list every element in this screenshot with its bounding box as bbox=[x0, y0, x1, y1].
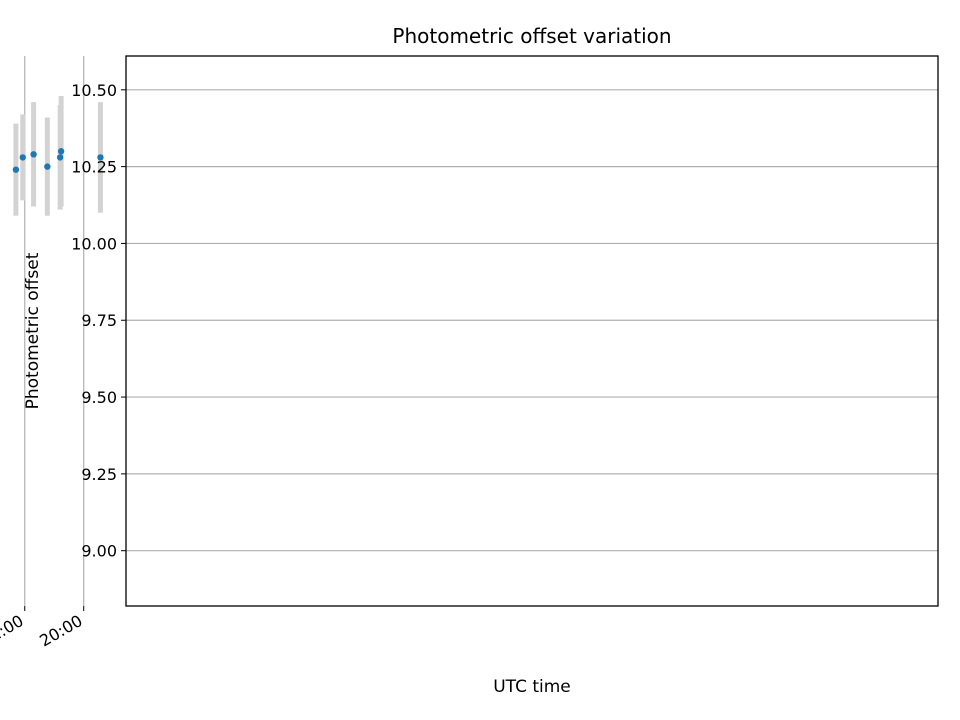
y-tick-label: 9.50 bbox=[81, 388, 117, 407]
data-point bbox=[19, 154, 26, 161]
chart-title: Photometric offset variation bbox=[392, 24, 671, 48]
data-point bbox=[56, 154, 64, 161]
data-point bbox=[12, 166, 20, 173]
data-points bbox=[12, 148, 104, 173]
plot-frame bbox=[125, 55, 939, 607]
y-axis-ticks: 9.00 9.25 9.50 9.75 10.00 10.25 10.50 bbox=[71, 81, 126, 561]
x-axis-label: UTC time bbox=[493, 677, 571, 697]
y-tick-label: 10.50 bbox=[71, 81, 117, 100]
y-tick-label: 10.25 bbox=[71, 158, 117, 177]
y-tick-label: 9.75 bbox=[81, 311, 117, 330]
y-axis-label: Photometric offset bbox=[23, 252, 43, 409]
y-tick-label: 9.25 bbox=[81, 465, 117, 484]
plot-area bbox=[126, 56, 938, 606]
data-point bbox=[57, 148, 65, 155]
data-point bbox=[97, 154, 104, 161]
data-point bbox=[30, 151, 37, 158]
y-tick-label: 9.00 bbox=[81, 542, 117, 561]
data-point bbox=[44, 163, 51, 170]
y-tick-label: 10.00 bbox=[71, 234, 117, 253]
grid bbox=[24, 56, 938, 606]
